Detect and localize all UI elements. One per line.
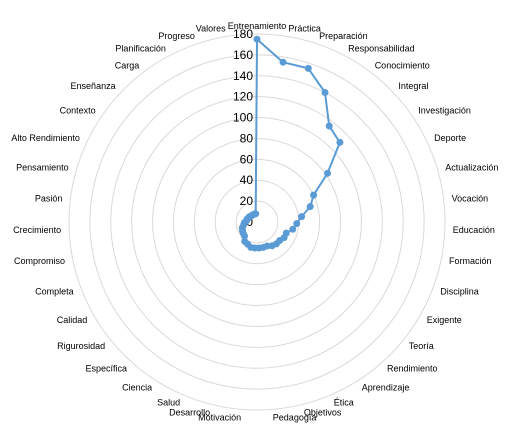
category-label: Integral [398, 81, 428, 91]
tick-label-120: 120 [233, 90, 253, 104]
data-point [324, 169, 331, 177]
grid-ring-60 [193, 158, 321, 286]
category-label: Responsabilidad [348, 44, 415, 54]
category-label: Salud [157, 397, 180, 407]
data-point [336, 138, 344, 146]
category-label: Aprendizaje [362, 383, 410, 393]
category-label: Calidad [57, 315, 88, 325]
category-label: Carga [115, 60, 140, 70]
category-label: Teoría [409, 341, 434, 351]
category-label: Exigente [427, 315, 462, 325]
category-label: Investigación [418, 106, 471, 116]
data-point [304, 64, 312, 72]
data-point [289, 225, 297, 233]
data-series [238, 35, 344, 252]
category-label: Completa [35, 287, 74, 297]
category-label: Entrenamiento [228, 21, 287, 31]
data-point [298, 213, 306, 221]
tick-label-40: 40 [240, 173, 254, 187]
category-label: Motivación [198, 412, 241, 422]
tick-label-160: 160 [233, 48, 253, 62]
data-point [306, 203, 314, 211]
data-point [325, 122, 333, 130]
category-label: Deporte [434, 133, 466, 143]
category-label: Pedagogía [273, 412, 317, 422]
category-label: Ética [334, 397, 354, 407]
category-label: Educación [453, 225, 495, 235]
category-label: Práctica [288, 24, 321, 34]
category-label: Rigurosidad [57, 341, 105, 351]
category-label: Específica [85, 364, 127, 374]
data-point [321, 89, 329, 96]
category-label: Crecimiento [13, 225, 61, 235]
category-label: Desarrollo [169, 407, 210, 417]
category-label: Preparación [319, 31, 368, 41]
category-label: Disciplina [440, 287, 479, 297]
grid-ring-20 [235, 200, 279, 244]
data-point [253, 35, 261, 43]
category-label: Pasión [35, 193, 63, 203]
category-label: Enseñanza [71, 81, 116, 91]
category-label: Formación [449, 256, 492, 266]
tick-label-180: 180 [233, 27, 253, 41]
data-point [310, 191, 318, 199]
data-point [293, 220, 301, 228]
category-label: Alto Rendimiento [11, 133, 80, 143]
tick-label-140: 140 [233, 69, 253, 83]
category-label: Ciencia [122, 383, 152, 393]
data-point [252, 210, 260, 218]
category-label: Objetivos [304, 407, 342, 417]
category-label: Rendimiento [387, 364, 438, 374]
tick-label-80: 80 [240, 131, 254, 145]
radial-axis-ticks: 020406080100120140160180 [233, 27, 253, 229]
category-label: Compromiso [14, 256, 65, 266]
category-label: Pensamiento [16, 163, 69, 173]
category-label: Contexto [60, 106, 96, 116]
data-point [279, 58, 287, 66]
category-label: Valores [196, 24, 226, 34]
tick-label-20: 20 [240, 194, 254, 208]
grid-ring-40 [214, 179, 300, 265]
category-label: Conocimiento [375, 60, 430, 70]
grid-ring-180 [68, 33, 446, 411]
category-label: Vocación [452, 193, 489, 203]
category-label: Progreso [158, 31, 195, 41]
tick-label-60: 60 [240, 152, 254, 166]
category-label: Planificación [115, 44, 166, 54]
category-label: Actualización [445, 163, 498, 173]
tick-label-100: 100 [233, 111, 253, 125]
